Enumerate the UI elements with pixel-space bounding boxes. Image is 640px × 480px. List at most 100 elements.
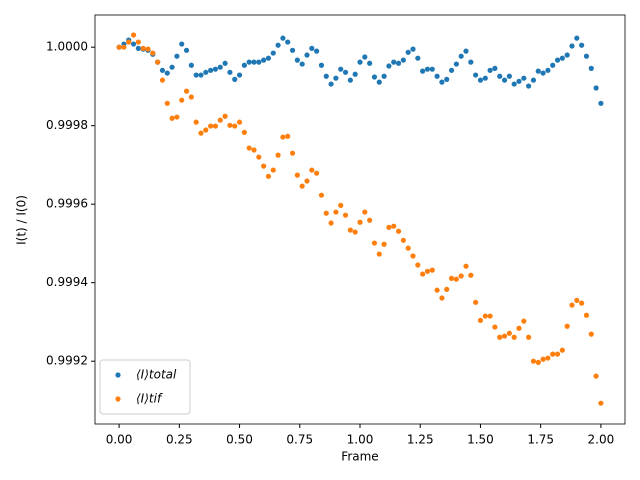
data-point: [415, 55, 421, 61]
data-point: [309, 45, 315, 51]
data-point: [338, 66, 344, 72]
legend-label: ⟨I⟩tif: [136, 392, 163, 406]
data-point: [294, 172, 300, 178]
data-point: [261, 57, 267, 63]
data-point: [299, 183, 305, 189]
data-point: [135, 45, 141, 51]
data-point: [579, 42, 585, 48]
data-point: [304, 178, 310, 184]
data-point: [241, 62, 247, 68]
x-tick-label: 0.75: [286, 433, 313, 447]
data-point: [550, 62, 556, 68]
data-point: [318, 192, 325, 198]
data-point: [275, 152, 281, 158]
data-point: [526, 83, 532, 89]
data-point: [434, 73, 440, 79]
data-point: [420, 68, 426, 74]
legend: ⟨I⟩total ⟨I⟩tif: [99, 359, 191, 415]
data-point: [169, 64, 175, 70]
data-point: [232, 123, 238, 129]
data-point: [188, 94, 194, 100]
data-point: [193, 119, 199, 125]
data-point: [376, 251, 382, 257]
data-point: [569, 43, 575, 49]
data-point: [497, 334, 503, 340]
y-tick-label: 0.9992: [46, 354, 88, 368]
data-point: [212, 123, 219, 129]
x-axis-label: Frame: [341, 450, 378, 464]
data-point: [227, 122, 233, 128]
data-point: [222, 60, 228, 66]
data-point: [588, 65, 594, 71]
data-point: [367, 60, 373, 66]
data-point: [164, 100, 170, 106]
data-point: [448, 275, 455, 281]
data-point: [285, 133, 291, 139]
data-point: [289, 150, 296, 156]
data-point: [285, 39, 291, 45]
data-point: [559, 347, 565, 353]
data-point: [183, 88, 190, 94]
data-point: [448, 67, 455, 73]
y-tick-label: 0.9998: [46, 118, 88, 132]
data-point: [198, 130, 204, 136]
data-point: [357, 219, 363, 225]
data-point: [328, 81, 334, 87]
data-point: [540, 70, 546, 76]
data-point: [314, 48, 320, 54]
data-point: [174, 53, 180, 59]
data-point: [501, 333, 508, 339]
data-point: [323, 210, 329, 216]
legend-marker: [115, 372, 121, 378]
data-point: [429, 66, 435, 72]
data-point: [203, 127, 209, 133]
data-point: [463, 48, 469, 54]
data-point: [294, 57, 300, 63]
data-point: [482, 313, 488, 319]
data-point: [280, 35, 286, 41]
data-point: [395, 60, 402, 66]
data-point: [569, 302, 575, 308]
data-point: [265, 55, 272, 61]
data-point: [222, 113, 228, 119]
y-axis-label: I(t) / I(0): [15, 195, 29, 245]
data-point: [203, 69, 209, 75]
data-point: [492, 65, 498, 71]
data-point: [116, 44, 122, 50]
plot-frame: [94, 14, 626, 425]
data-point: [179, 97, 185, 103]
data-point: [434, 287, 440, 293]
legend-box: [99, 359, 191, 415]
data-point: [275, 42, 281, 48]
data-point: [164, 70, 170, 76]
data-point: [362, 54, 368, 60]
x-tick-label: 1.00: [347, 433, 374, 447]
data-point: [208, 67, 214, 73]
data-point: [352, 71, 358, 77]
data-point: [179, 41, 185, 47]
data-point: [420, 271, 426, 277]
data-point: [511, 81, 517, 87]
data-point: [386, 224, 392, 230]
data-point: [511, 334, 517, 340]
data-point: [251, 59, 257, 65]
data-point: [588, 331, 594, 337]
data-point: [261, 163, 267, 169]
legend-label: ⟨I⟩total: [136, 368, 177, 382]
data-point: [140, 45, 146, 51]
data-point: [323, 73, 329, 79]
data-point: [391, 223, 397, 229]
data-point: [145, 46, 151, 52]
data-point: [598, 400, 604, 406]
data-point: [376, 79, 382, 85]
data-point: [574, 35, 580, 41]
data-point: [415, 262, 421, 268]
data-point: [251, 147, 257, 153]
data-point: [280, 134, 286, 140]
data-point: [492, 324, 498, 330]
data-point: [174, 114, 180, 120]
data-point: [506, 330, 512, 336]
data-point: [256, 154, 262, 160]
data-point: [468, 272, 474, 278]
